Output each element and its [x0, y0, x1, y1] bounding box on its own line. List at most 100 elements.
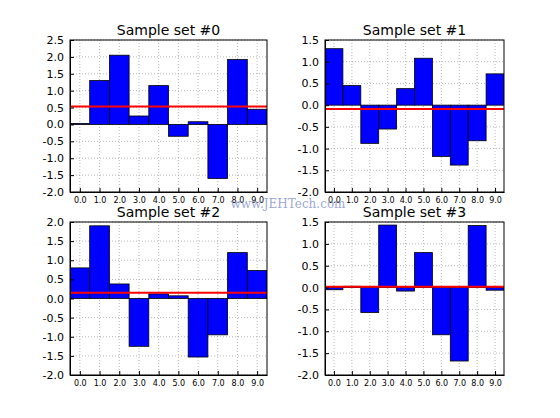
tick-mark [334, 188, 335, 192]
panel: 0.01.02.03.04.05.06.07.08.09.0-2.0-1.5-1… [43, 204, 268, 388]
tick-mark [325, 309, 329, 310]
bar [109, 55, 129, 124]
tick-mark [70, 299, 74, 300]
frame [325, 222, 504, 375]
bar [468, 225, 486, 287]
bar [450, 288, 468, 361]
tick: 9.0 [251, 371, 264, 388]
tick-mark [178, 188, 179, 192]
mean-line [325, 108, 504, 110]
tick-label: 2.0 [113, 379, 126, 388]
tick: -2.0 [43, 186, 74, 199]
tick: 8.0 [232, 371, 245, 388]
tick-mark [70, 141, 74, 142]
plot-area [70, 55, 267, 178]
bar [208, 299, 228, 335]
tick-mark [70, 108, 74, 109]
tick-mark [70, 356, 74, 357]
tick-mark [325, 149, 329, 150]
tick-mark [459, 188, 460, 192]
tick-mark [352, 371, 353, 375]
tick: 7.0 [453, 188, 466, 205]
tick: 3.0 [133, 188, 146, 205]
tick-mark [325, 83, 329, 84]
tick: 7.0 [453, 371, 466, 388]
tick-mark [325, 288, 329, 289]
bar [149, 294, 169, 299]
grid-line [495, 40, 496, 192]
tick-label: 0.5 [302, 77, 320, 90]
tick: 6.0 [435, 188, 448, 205]
panel: 0.01.02.03.04.05.06.07.08.09.0-2.0-1.5-1… [43, 22, 268, 205]
tick-label: 0.5 [302, 260, 320, 273]
mean-line [70, 106, 267, 108]
tick: 0.0 [74, 188, 87, 205]
tick-mark [388, 188, 389, 192]
frame [70, 40, 267, 192]
tick-mark [325, 353, 329, 354]
bar [468, 105, 486, 141]
tick-label: 1.5 [302, 216, 320, 229]
y-axis: -2.0-1.5-1.0-0.50.00.51.01.52.02.5 [43, 34, 74, 199]
tick: -1.0 [298, 325, 329, 338]
bar [247, 271, 267, 299]
tick-mark [139, 188, 140, 192]
grid-line [423, 222, 424, 375]
tick: 8.0 [471, 188, 484, 205]
tick-label: -0.5 [43, 135, 64, 148]
title: Sample set #0 [117, 22, 220, 38]
tick-mark [325, 331, 329, 332]
y-axis: -2.0-1.5-1.0-0.50.00.51.01.5 [298, 216, 329, 382]
tick-mark [370, 371, 371, 375]
title: Sample set #3 [363, 204, 466, 220]
watermark: www.JEHTech.com [230, 197, 346, 211]
plot-area [325, 49, 504, 165]
tick-mark [441, 371, 442, 375]
grid-line [178, 40, 179, 192]
tick-mark [159, 188, 160, 192]
tick: -2.0 [298, 369, 329, 382]
grid [325, 40, 504, 192]
panel: 0.01.02.03.04.05.06.07.08.09.0-2.0-1.5-1… [298, 22, 505, 205]
bar [228, 253, 248, 299]
tick: 9.0 [489, 188, 502, 205]
tick-label: 8.0 [471, 196, 484, 205]
tick: -1.5 [43, 350, 74, 363]
tick-mark [70, 91, 74, 92]
tick-label: 8.0 [471, 379, 484, 388]
tick-label: 2.0 [364, 379, 377, 388]
tick-mark [495, 188, 496, 192]
tick-mark [218, 188, 219, 192]
bar [149, 86, 169, 125]
tick-label: -0.5 [43, 312, 64, 325]
tick-mark [237, 371, 238, 375]
tick: -1.0 [43, 152, 74, 165]
plot-area [70, 226, 267, 357]
tick: 1.0 [94, 371, 107, 388]
x-axis: 0.01.02.03.04.05.06.07.08.09.0 [71, 371, 268, 388]
bar [208, 124, 228, 178]
grid-line [325, 353, 504, 354]
grid-line [70, 317, 267, 318]
grid-line [70, 355, 267, 356]
tick-label: 9.0 [489, 379, 502, 388]
tick-mark [159, 371, 160, 375]
tick: 5.0 [418, 371, 431, 388]
grid [70, 222, 267, 375]
tick-mark [459, 371, 460, 375]
bar [361, 105, 379, 143]
tick-mark [477, 188, 478, 192]
x-axis: 0.01.02.03.04.05.06.07.08.09.0 [326, 371, 505, 388]
tick-label: 0.0 [328, 379, 341, 388]
tick-mark [406, 188, 407, 192]
tick: 0.0 [328, 371, 341, 388]
tick: 2.0 [364, 188, 377, 205]
tick-label: -1.5 [298, 164, 319, 177]
title: Sample set #2 [117, 204, 220, 220]
tick-mark [370, 188, 371, 192]
bar [397, 89, 415, 106]
tick: 3.0 [382, 371, 395, 388]
tick-mark [325, 127, 329, 128]
tick: -1.5 [298, 347, 329, 360]
tick-label: 1.0 [94, 379, 107, 388]
